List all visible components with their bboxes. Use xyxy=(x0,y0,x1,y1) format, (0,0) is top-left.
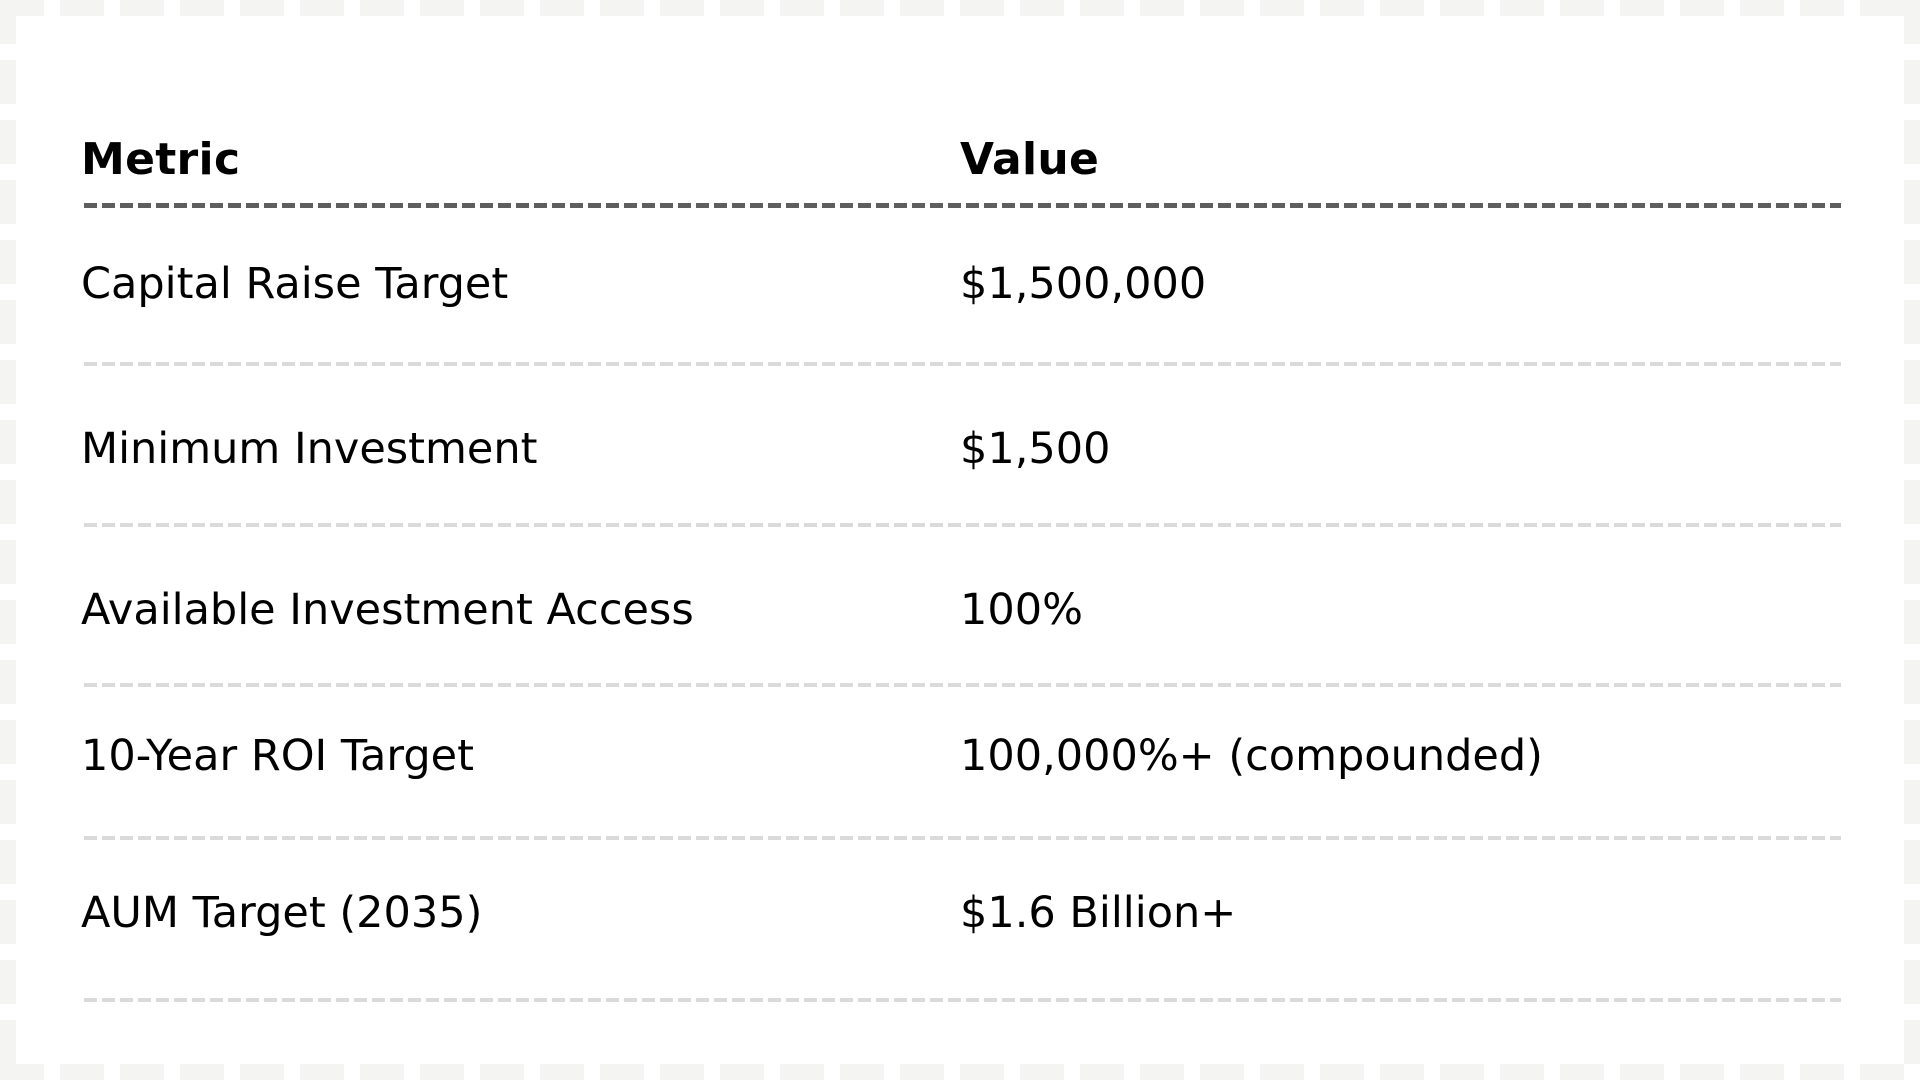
table-header-row: Metric Value xyxy=(81,118,1841,208)
metrics-table: Metric Value Capital Raise Target $1,500… xyxy=(81,118,1841,1002)
row-divider xyxy=(84,683,1841,687)
header-metric: Metric xyxy=(81,134,241,185)
table-row: 10-Year ROI Target 100,000%+ (compounded… xyxy=(81,687,1841,840)
row-value: 100,000%+ (compounded) xyxy=(960,731,1543,781)
row-value: $1,500 xyxy=(960,424,1111,474)
row-metric: AUM Target (2035) xyxy=(81,888,483,938)
row-metric: Capital Raise Target xyxy=(81,259,509,309)
row-metric: 10-Year ROI Target xyxy=(81,731,474,781)
table-row: Available Investment Access 100% xyxy=(81,527,1841,687)
row-value: 100% xyxy=(960,585,1083,635)
header-divider xyxy=(84,203,1841,208)
table-row: Minimum Investment $1,500 xyxy=(81,366,1841,527)
row-divider xyxy=(84,836,1841,840)
page-frame-bottom xyxy=(0,1064,1920,1080)
row-divider xyxy=(84,998,1841,1002)
row-divider xyxy=(84,523,1841,527)
table-row: Capital Raise Target $1,500,000 xyxy=(81,202,1841,366)
row-value: $1.6 Billion+ xyxy=(960,888,1237,938)
row-value: $1,500,000 xyxy=(960,259,1207,309)
page-frame-top xyxy=(0,0,1920,16)
table-row: AUM Target (2035) $1.6 Billion+ xyxy=(81,840,1841,1002)
row-divider xyxy=(84,362,1841,366)
page-frame-left xyxy=(0,0,16,1080)
row-metric: Available Investment Access xyxy=(81,585,694,635)
row-metric: Minimum Investment xyxy=(81,424,538,474)
header-value: Value xyxy=(960,134,1100,185)
page-frame-right xyxy=(1904,0,1920,1080)
